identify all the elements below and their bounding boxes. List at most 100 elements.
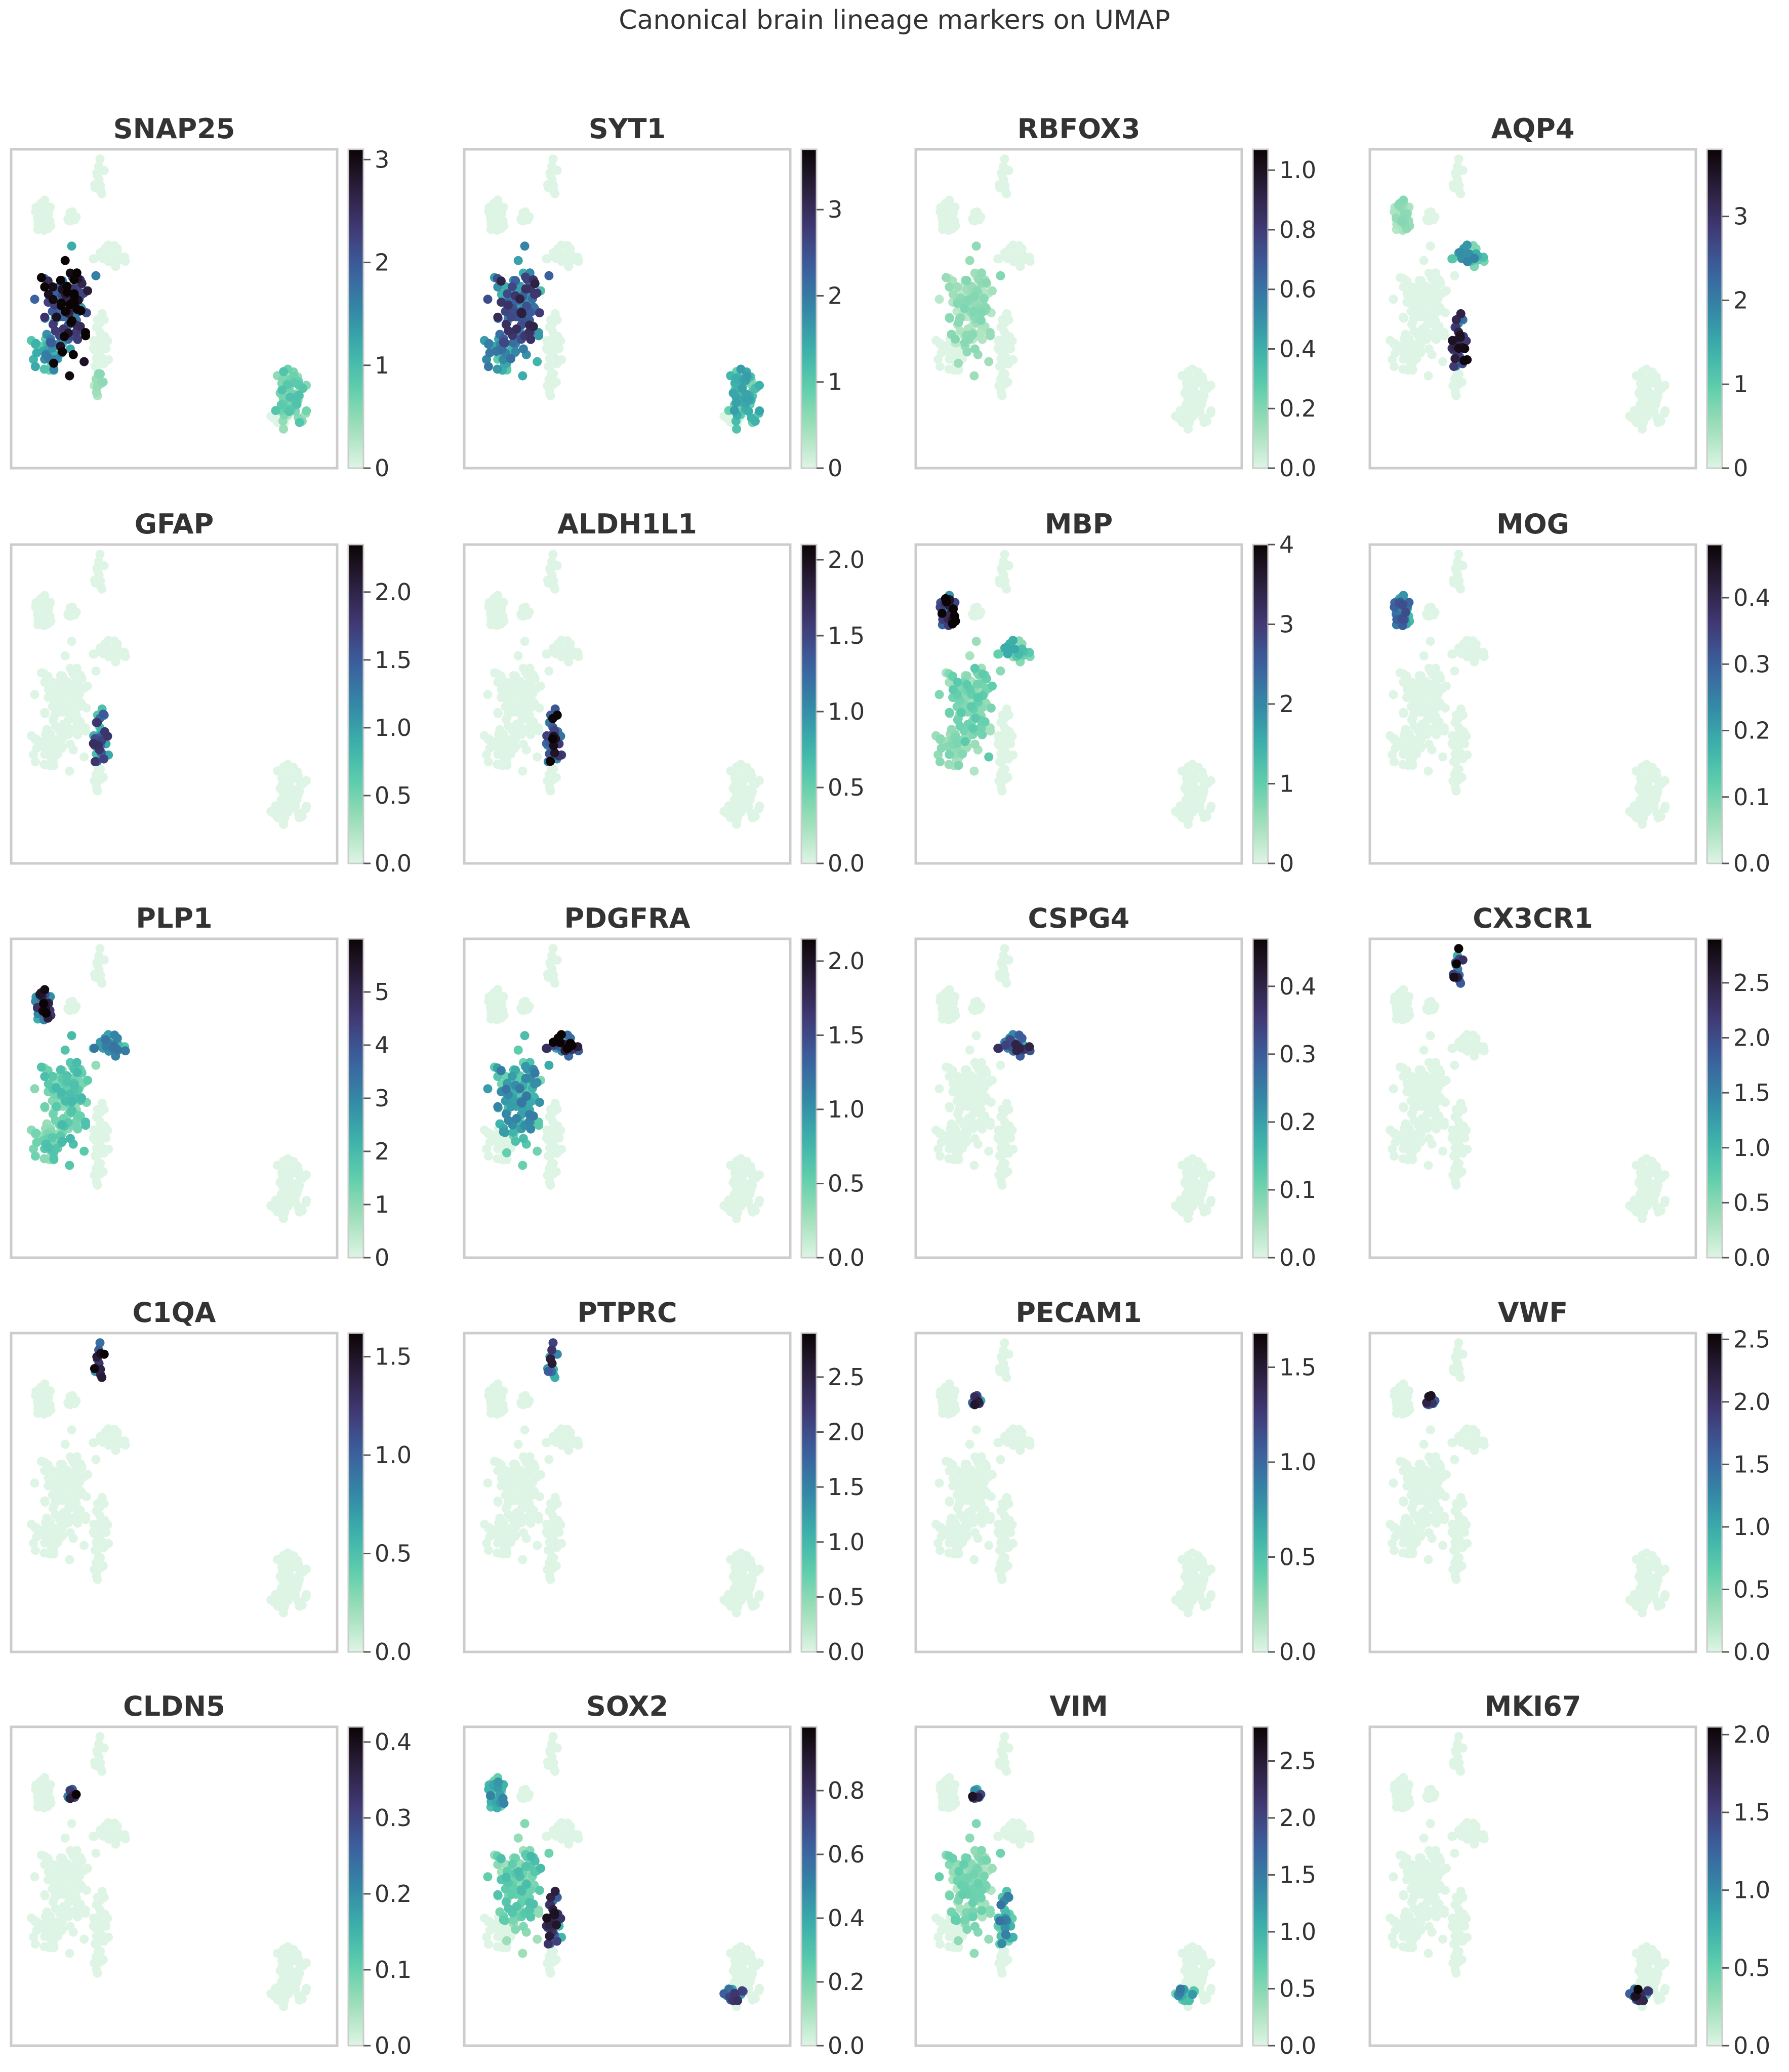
cell-point: [977, 308, 987, 317]
cell-point: [1644, 409, 1653, 419]
cell-point: [1397, 1008, 1407, 1018]
cell-point: [502, 1148, 511, 1157]
cell-point: [1419, 651, 1429, 660]
cell-point: [503, 300, 513, 310]
cell-point: [528, 1111, 538, 1121]
panel-title: AQP4: [1491, 113, 1575, 145]
cell-point: [275, 1178, 285, 1187]
cell-point: [977, 268, 986, 278]
colorbar-tick-label: 2: [375, 1138, 389, 1165]
cell-point: [277, 385, 287, 395]
colorbar-tick-label: 0.5: [1733, 1189, 1770, 1216]
colorbar: [800, 938, 818, 1259]
colorbar-tick-label: 2: [828, 282, 842, 309]
cell-point: [1660, 804, 1670, 813]
cell-point: [1425, 1107, 1435, 1117]
cell-point: [1001, 352, 1010, 362]
cell-point: [550, 1098, 560, 1108]
cell-point: [1419, 256, 1429, 265]
cell-point: [549, 352, 559, 362]
cell-point: [1193, 763, 1203, 772]
cell-point: [967, 1097, 977, 1107]
cell-point: [499, 1127, 508, 1137]
cell-point: [941, 594, 950, 603]
cell-point: [51, 1477, 61, 1487]
cell-point: [1389, 757, 1399, 767]
cell-point: [1001, 728, 1011, 737]
cell-point: [81, 1121, 91, 1130]
cell-point: [1389, 1151, 1399, 1161]
cell-point: [1175, 407, 1185, 417]
cell-point: [1206, 408, 1215, 418]
cell-point: [504, 750, 513, 760]
cell-point: [739, 1182, 748, 1191]
cell-point: [1416, 671, 1426, 681]
cell-point: [1389, 362, 1399, 371]
colorbar: [1706, 148, 1723, 469]
cell-point: [1435, 306, 1444, 315]
cell-point: [1448, 381, 1458, 391]
cell-point: [981, 1095, 990, 1105]
colorbar-tick-label: 0.0: [828, 1244, 865, 1271]
cell-point: [91, 271, 101, 280]
cell-point: [971, 1031, 981, 1041]
cell-point: [1389, 1084, 1398, 1094]
cell-point: [51, 1539, 60, 1548]
cell-point: [1422, 216, 1432, 225]
colorbar-tick-label: 3: [375, 1085, 389, 1112]
cell-point: [517, 1005, 526, 1015]
panel-title: ALDH1L1: [557, 508, 697, 540]
colorbar-tick-label: 0.5: [828, 774, 865, 801]
cell-point: [1398, 999, 1407, 1008]
colorbar-tick-label: 2.0: [375, 578, 412, 606]
cell-point: [504, 326, 513, 336]
colorbar-tick-label: 1.0: [828, 1096, 865, 1123]
colorbar: [800, 544, 818, 864]
cell-point: [521, 1073, 531, 1083]
cell-point: [89, 1133, 98, 1143]
colorbar-tick-label: 0: [1733, 454, 1748, 482]
cell-point: [44, 1142, 53, 1152]
cell-point: [513, 651, 523, 660]
cell-point: [962, 1065, 972, 1075]
cell-point: [1642, 776, 1652, 786]
cell-point: [533, 752, 542, 762]
cell-point: [1456, 247, 1466, 257]
cell-point: [548, 154, 558, 164]
colorbar-tick-label: 0.0: [1279, 454, 1316, 482]
cell-point: [988, 681, 997, 691]
cell-point: [965, 256, 974, 265]
cell-point: [1017, 244, 1027, 254]
cell-point: [1630, 407, 1639, 417]
cell-point: [1425, 713, 1435, 723]
cell-point: [49, 761, 59, 770]
panel-title: CX3CR1: [1473, 902, 1593, 934]
cell-point: [67, 1106, 77, 1115]
cell-point: [969, 371, 979, 381]
cell-point: [551, 1167, 561, 1176]
cell-point: [1399, 1103, 1408, 1112]
cell-point: [104, 355, 113, 364]
cell-point: [62, 281, 72, 291]
cell-point: [551, 378, 561, 387]
cell-point: [1000, 154, 1009, 164]
cell-point: [58, 1137, 67, 1146]
cell-point: [546, 786, 555, 796]
cell-point: [945, 282, 954, 292]
cell-point: [79, 752, 89, 762]
cell-point: [943, 1008, 953, 1018]
cell-point: [89, 649, 98, 659]
cell-point: [1660, 408, 1670, 418]
cell-point: [493, 1154, 502, 1164]
cell-point: [943, 219, 953, 228]
cell-point: [511, 734, 520, 744]
cell-point: [1636, 812, 1645, 821]
cell-point: [1190, 788, 1199, 797]
cell-point: [944, 1154, 954, 1164]
panel-title: C1QA: [133, 1297, 216, 1329]
cell-point: [39, 209, 49, 219]
cell-point: [279, 1156, 289, 1166]
cell-point: [750, 417, 760, 426]
cell-point: [1653, 418, 1663, 427]
